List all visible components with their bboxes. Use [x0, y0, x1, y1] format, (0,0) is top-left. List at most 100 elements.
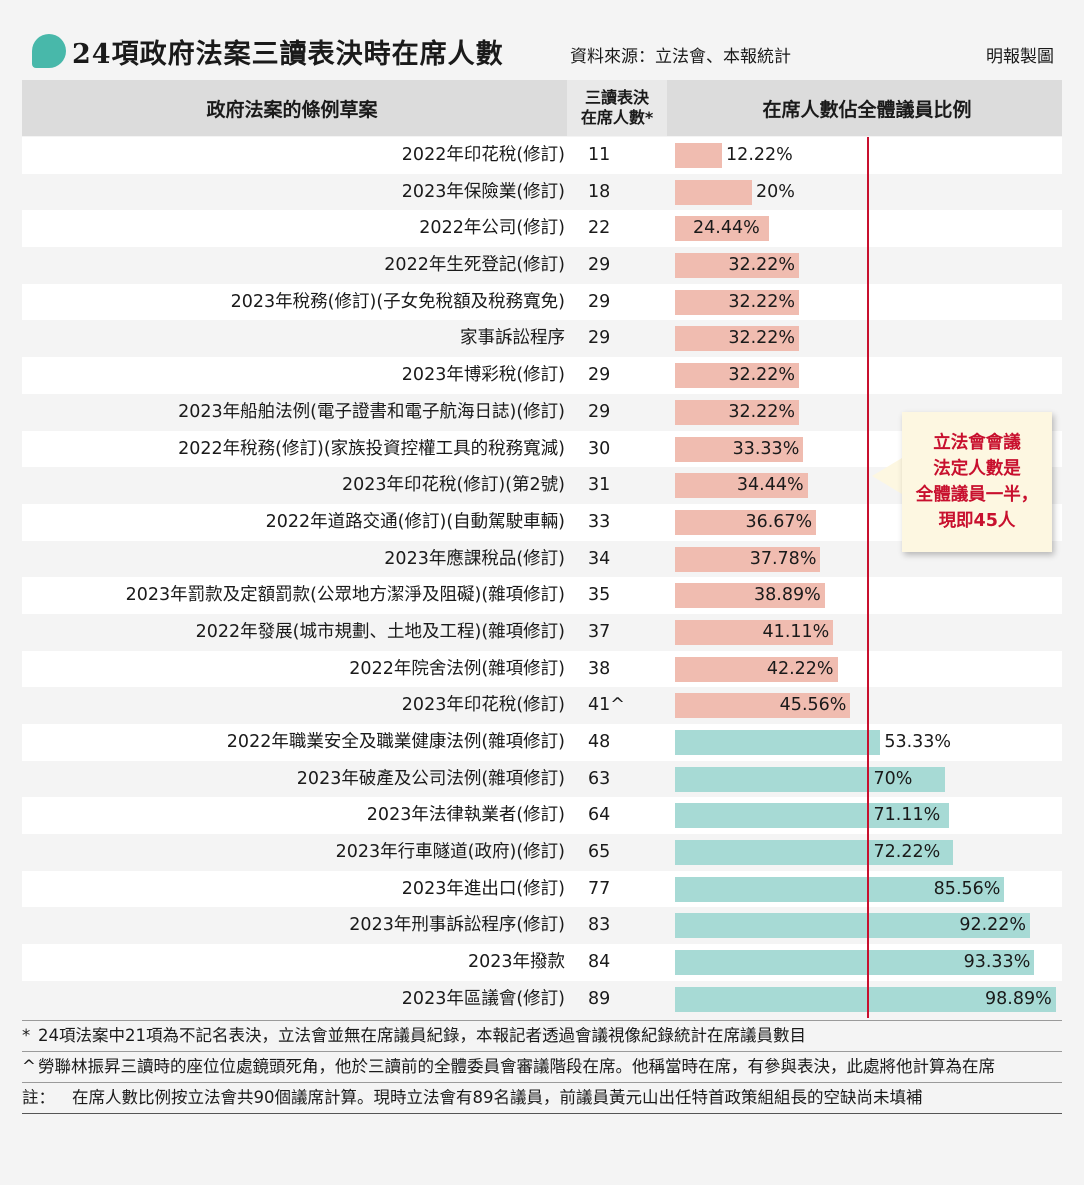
- chart-rows: 2022年印花稅(修訂) 11 12.22% 2023年保險業(修訂) 18 20% 202…: [22, 137, 1062, 1018]
- table-row: 2022年發展(城市規劃、土地及工程)(雜項修訂) 37 41.11%: [22, 613, 1062, 651]
- ratio-bar: [675, 950, 1035, 976]
- table-row: 2023年進出口(修訂) 77 85.56%: [22, 870, 1062, 908]
- chart-title: 24項政府法案三讀表決時在席人數: [72, 39, 504, 70]
- ratio-label: 53.33%: [884, 732, 952, 752]
- attendance-count: 89: [588, 988, 611, 1009]
- table-row: 2023年稅務(修訂)(子女免稅額及稅務寬免) 29 32.22%: [22, 283, 1062, 321]
- bill-label: 2022年公司(修訂): [419, 218, 565, 239]
- ratio-bar: [675, 803, 949, 829]
- footnote-star-mark: *: [22, 1026, 31, 1045]
- bill-label: 2023年罰款及定額罰款(公眾地方潔淨及阻礙)(雜項修訂): [125, 585, 565, 606]
- table-row: 2023年博彩稅(修訂) 29 32.22%: [22, 357, 1062, 394]
- ratio-label: 98.89%: [985, 988, 1052, 1009]
- ratio-bar: [675, 693, 851, 719]
- bill-label: 2023年船舶法例(電子證書和電子航海日誌)(修訂): [178, 401, 565, 422]
- attendance-count: 65: [588, 842, 611, 863]
- ratio-label: 20%: [756, 181, 795, 202]
- bill-label: 2022年印花稅(修訂): [401, 145, 565, 165]
- ratio-label: 32.22%: [728, 328, 796, 349]
- attendance-count: 38: [588, 658, 611, 679]
- bill-label: 2023年法律執業者(修訂): [366, 805, 565, 826]
- ratio-bar: [675, 326, 800, 352]
- footnote-caret-text: 勞聯林振昇三讀時的座位位處鏡頭死角，他於三讀前的全體委員會審議階段在席。他稱當時…: [38, 1057, 995, 1076]
- table-row: 家事訴訟程序 29 32.22%: [22, 320, 1062, 358]
- attendance-count: 83: [588, 915, 611, 936]
- attendance-count: 29: [588, 401, 611, 422]
- ratio-label: 33.33%: [732, 438, 800, 459]
- quorum-callout: 立法會會議 法定人數是 全體議員一半， 現即45人: [902, 412, 1052, 552]
- column-header-count: 三讀表決 在席人數*: [567, 80, 667, 136]
- ratio-label: 92.22%: [959, 915, 1027, 936]
- column-header-count-line1: 三讀表決: [584, 88, 649, 107]
- table-row: 2023年破產及公司法例(雜項修訂) 63 70%: [22, 760, 1062, 798]
- attendance-count: 48: [588, 732, 611, 752]
- attendance-count: 22: [588, 218, 611, 239]
- attendance-count: 84: [588, 952, 611, 973]
- attendance-count: 29: [588, 255, 611, 276]
- ratio-label: 32.22%: [728, 401, 796, 422]
- callout-pointer: [872, 458, 902, 494]
- footnote-remark: 註： 在席人數比例按立法會共90個議席計算。現時立法會有89名議員，前議員黃元山…: [22, 1082, 1062, 1113]
- table-row: 2023年區議會(修訂) 89 98.89%: [22, 980, 1062, 1018]
- ratio-label: 70%: [873, 768, 913, 789]
- table-row: 2023年法律執業者(修訂) 64 71.11%: [22, 797, 1062, 835]
- footnote-remark-text: 在席人數比例按立法會共90個議席計算。現時立法會有89名議員，前議員黃元山出任特…: [72, 1088, 923, 1107]
- attendance-count: 77: [588, 878, 611, 899]
- ratio-label: 24.44%: [693, 218, 760, 239]
- ratio-bar: [675, 253, 800, 279]
- ratio-bar: [675, 179, 752, 205]
- ratio-bar: [675, 766, 945, 792]
- callout-line2: 法定人數是: [933, 459, 1021, 479]
- ratio-bar: [675, 143, 723, 168]
- bill-label: 2022年稅務(修訂)(家族投資控權工具的稅務寬減): [178, 438, 565, 459]
- ratio-bar: [675, 986, 1056, 1012]
- table-row: 2022年印花稅(修訂) 11 12.22%: [22, 137, 1062, 174]
- footnote-caret: ^ 勞聯林振昇三讀時的座位位處鏡頭死角，他於三讀前的全體委員會審議階段在席。他稱…: [22, 1051, 1062, 1082]
- ratio-bar: [675, 876, 1005, 902]
- ratio-bar: [675, 656, 838, 682]
- footnote-star: * 24項法案中21項為不記名表決，立法會並無在席議員紀錄，本報記者透過會議視像…: [22, 1020, 1062, 1051]
- ratio-label: 42.22%: [766, 658, 834, 679]
- ratio-bar: [675, 730, 881, 755]
- attendance-count: 34: [588, 548, 611, 569]
- bill-label: 2022年道路交通(修訂)(自動駕駛車輛): [265, 511, 565, 532]
- bill-label: 2023年行車隧道(政府)(修訂): [335, 842, 565, 863]
- table-row: 2022年職業安全及職業健康法例(雜項修訂) 48 53.33%: [22, 724, 1062, 761]
- ratio-label: 37.78%: [749, 548, 817, 569]
- ratio-bar: [675, 473, 808, 499]
- ratio-bar: [675, 363, 800, 389]
- bill-label: 2023年保險業(修訂): [401, 181, 565, 202]
- ratio-bar: [675, 216, 770, 242]
- ratio-bar: [675, 509, 817, 535]
- bill-label: 2022年職業安全及職業健康法例(雜項修訂): [226, 732, 565, 752]
- attendance-count: 33: [588, 511, 611, 532]
- attendance-count: 64: [588, 805, 611, 826]
- ratio-label: 36.67%: [745, 511, 813, 532]
- ratio-bar: [675, 913, 1031, 939]
- attendance-count: 30: [588, 438, 611, 459]
- bill-label: 2023年撥款: [467, 952, 565, 973]
- table-row: 2023年保險業(修訂) 18 20%: [22, 173, 1062, 211]
- ratio-label: 85.56%: [933, 878, 1001, 899]
- column-header-count-line2: 在席人數*: [580, 108, 654, 127]
- bill-label: 家事訴訟程序: [460, 328, 565, 349]
- footnote-remark-mark: 註：: [22, 1088, 55, 1107]
- bill-label: 2023年刑事訴訟程序(修訂): [349, 915, 565, 936]
- source-note: 資料來源：立法會、本報統計: [570, 47, 791, 67]
- table-row: 2023年刑事訴訟程序(修訂) 83 92.22%: [22, 907, 1062, 945]
- bill-label: 2022年院舍法例(雜項修訂): [349, 658, 565, 679]
- bill-label: 2023年印花稅(修訂): [401, 695, 565, 716]
- table-header: 政府法案的條例草案 三讀表決 在席人數* 在席人數佔全體議員比例: [22, 80, 1062, 136]
- ratio-bar: [675, 840, 954, 866]
- bill-label: 2023年區議會(修訂): [401, 988, 565, 1009]
- title-bubble-icon: [32, 34, 66, 68]
- credit-note: 明報製圖: [986, 47, 1054, 67]
- callout-line1: 立法會會議: [933, 433, 1021, 453]
- table-row: 2023年罰款及定額罰款(公眾地方潔淨及阻礙)(雜項修訂) 35 38.89%: [22, 577, 1062, 614]
- ratio-label: 32.22%: [728, 255, 796, 276]
- ratio-label: 45.56%: [779, 695, 847, 716]
- table-row: 2022年道路交通(修訂)(自動駕駛車輛) 33 36.67%: [22, 503, 1062, 541]
- ratio-label: 41.11%: [762, 621, 830, 642]
- ratio-label: 38.89%: [754, 585, 821, 606]
- ratio-label: 12.22%: [726, 145, 793, 165]
